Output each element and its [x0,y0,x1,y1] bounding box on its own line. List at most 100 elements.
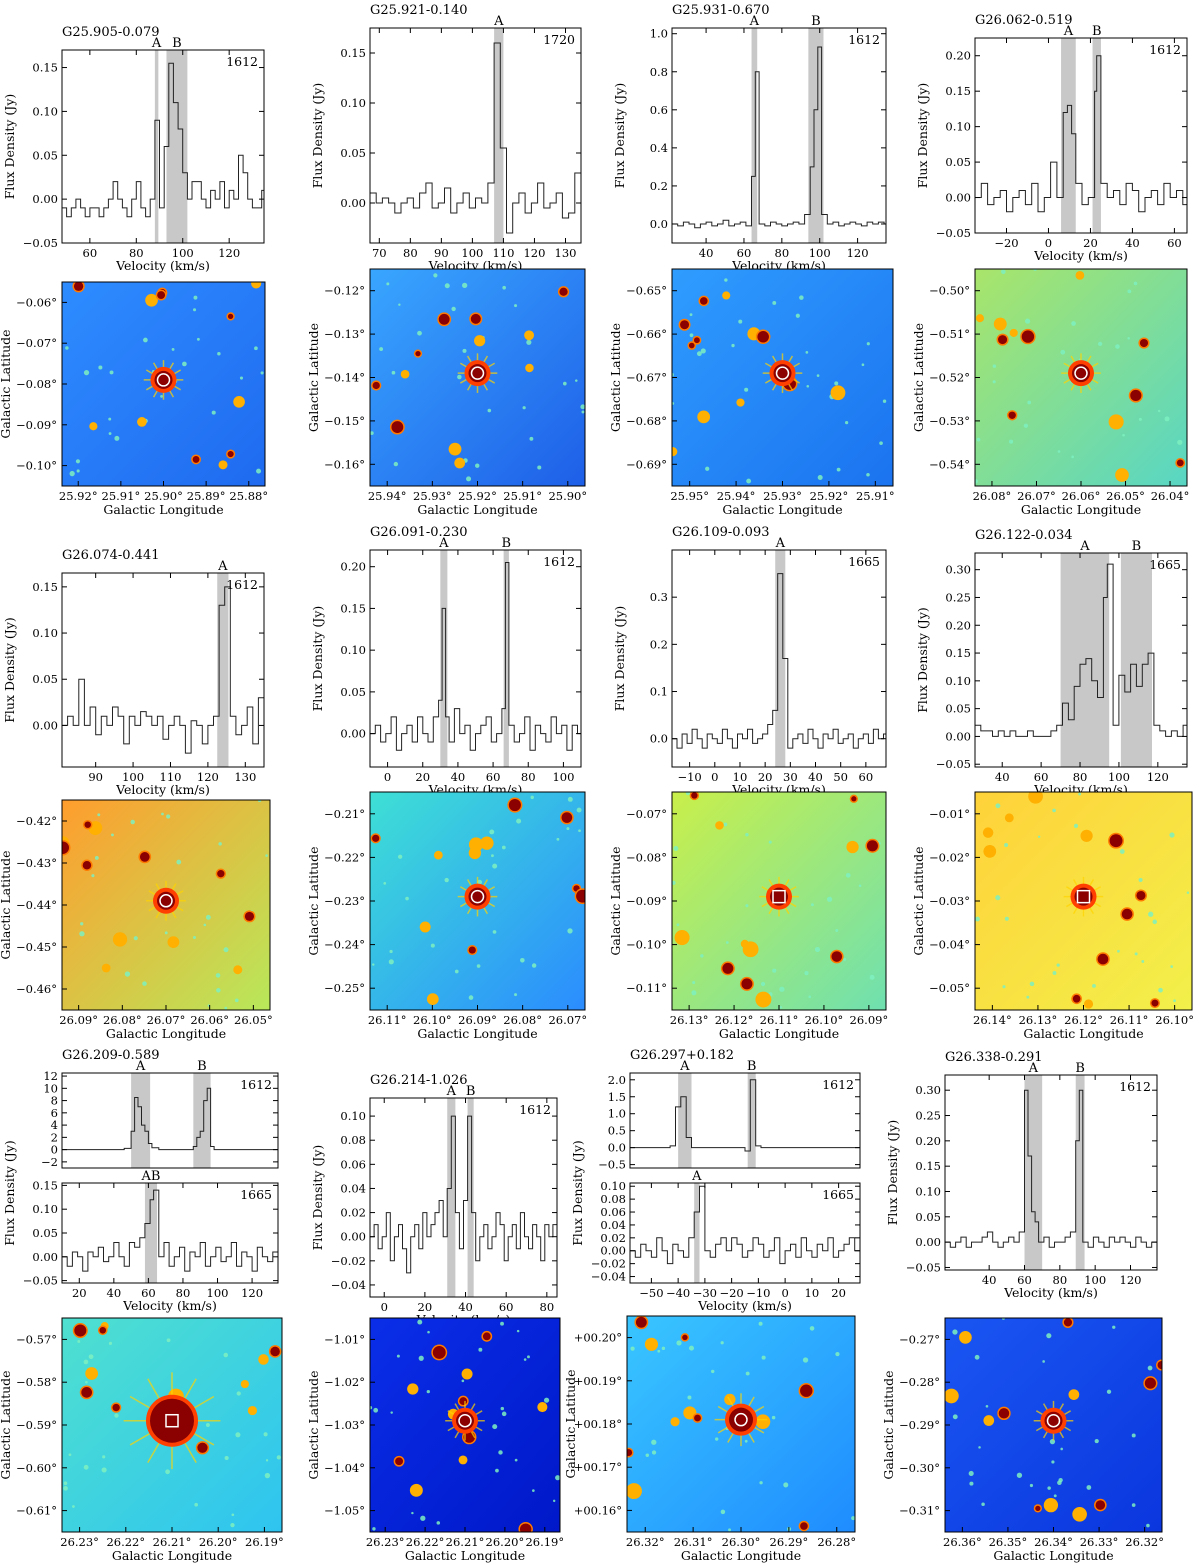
x-tick-label: 80 [775,246,790,260]
faint-source [396,1354,400,1358]
faint-source [1131,1433,1136,1438]
velocity-band [154,50,159,243]
faint-source [111,833,114,837]
faint-source [461,1379,465,1383]
faint-source [835,1351,840,1357]
x-tick-label: 26.21° [446,1535,485,1549]
faint-source [771,1415,776,1420]
x-tick-label: 0 [711,770,718,784]
bright-source [831,951,843,962]
faint-source [405,896,409,901]
faint-source [108,1341,113,1345]
y-tick-label: −0.09° [16,418,57,432]
faint-source [689,313,693,317]
x-tick-label: 26.12° [715,1013,754,1027]
spectrum-panel: A B −0.05 0.00 0.05 0.10 0.15 0.20 −20 0 20 40 60 G26… [915,13,1188,263]
sky-map-panel: 25.94° 25.93° 25.92° 25.91° 25.90° −0.12° −0.1… [306,268,587,517]
faint-source [882,399,887,403]
x-tick-label: 80 [403,246,418,260]
faint-source [845,420,849,425]
velocity-band [1060,553,1110,767]
y-tick-label: 0.1 [650,685,668,699]
faint-source [418,1355,424,1361]
y-tick-label: +00.17° [574,1460,622,1474]
faint-source [580,404,585,410]
faint-source [567,928,573,934]
y-tick-label: 0.05 [32,672,58,686]
faint-source [783,1482,789,1488]
bright-source-halo [524,330,535,341]
faint-source [411,1511,414,1515]
faint-source [1097,341,1103,347]
faint-source [1186,891,1190,894]
bright-source [998,335,1008,345]
x-tick-label: 40 [107,1286,122,1300]
x-tick-label: 26.06° [190,1013,229,1027]
y-tick-label: −0.08° [16,377,57,391]
x-tick-label: 130 [234,770,256,784]
faint-source [417,1319,423,1325]
plot-frame [369,27,582,244]
faint-source [879,441,883,445]
y-tick-label: 0.04 [600,1218,626,1232]
spectrum-line [62,1189,278,1272]
faint-source [522,406,526,410]
x-tick-label: 26.13° [670,1013,709,1027]
velocity-band [166,50,188,243]
bright-source [688,342,695,349]
y-tick-label: +00.18° [574,1417,622,1431]
x-tick-label: 100 [172,246,194,260]
faint-source [555,1475,560,1481]
faint-source [1148,911,1154,917]
x-tick-label: 26.06° [1062,489,1101,503]
x-tick-label: −20 [994,236,1018,250]
faint-source [80,922,84,926]
faint-source [76,469,80,473]
y-tick-label: −0.16° [324,457,365,471]
bright-source-halo [1080,829,1093,842]
bright-source [1136,890,1146,901]
y-tick-label: 0.05 [32,148,58,162]
faint-source [263,1432,268,1437]
x-tick-label: 26.14° [973,1013,1012,1027]
band-label: B [1092,24,1102,39]
x-tick-label: 100 [1108,770,1130,784]
x-tick-label: 26.05° [1106,489,1145,503]
y-tick-label: −0.60° [16,1461,57,1475]
x-tick-label: 60 [859,770,874,784]
sky-map-panel: 26.36° 26.35° 26.34° 26.33° 26.32° −0.27° −0.2… [881,1317,1164,1563]
faint-source [108,432,112,435]
bright-source-halo [258,1354,269,1365]
y-tick-label: 2.0 [608,1073,626,1087]
sky-map-panel: 26.23° 26.22° 26.21° 26.20° 26.19° −1.01° −1.0… [306,1317,564,1563]
velocity-band [467,1098,474,1297]
bright-source [139,852,150,862]
bright-source [508,799,521,812]
bright-source [699,297,708,305]
faint-source [689,333,694,338]
faint-source [1170,965,1173,968]
faint-source [1071,321,1076,326]
y-tick-label: −0.05 [23,1274,58,1288]
faint-source [75,459,81,464]
bright-source-halo [426,993,439,1006]
y-tick-label: −0.06° [16,295,57,309]
faint-source [468,995,474,1000]
target-marker-circle [470,889,485,904]
velocity-band [1075,1075,1085,1270]
faint-source [858,884,862,888]
faint-source [101,1467,107,1473]
bright-source-halo [1043,1497,1059,1513]
faint-source [417,330,422,336]
faint-source [436,1521,441,1525]
velocity-band [808,28,824,243]
y-tick-label: 1.5 [608,1090,626,1104]
bright-source-halo [85,1367,99,1380]
bright-source [74,1324,87,1337]
velocity-band [775,550,786,767]
spectrum-panel: A−0.04−0.020.000.020.040.060.080.10−50 −4… [570,1140,861,1313]
faint-source [478,1347,483,1352]
faint-source [193,295,198,300]
x-tick-label: 0 [381,1300,388,1314]
